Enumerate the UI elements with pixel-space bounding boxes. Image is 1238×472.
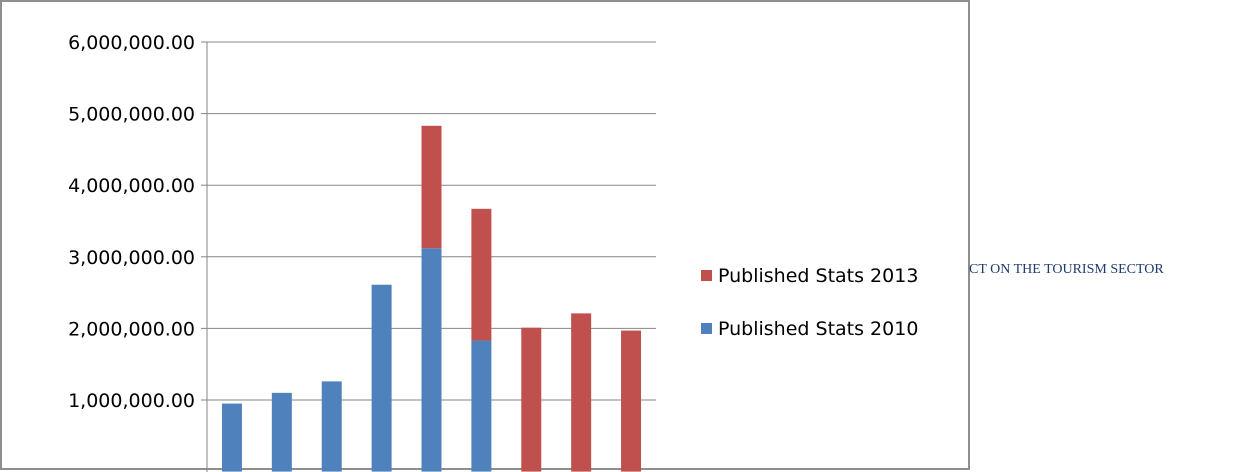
legend-swatch (701, 270, 712, 281)
y-tick-label: 6,000,000.00 (68, 32, 195, 54)
chart-frame: 1,000,000.00 2,000,000.00 3,000,000.00 4,00… (0, 0, 970, 472)
y-tick-label: 2,000,000.00 (68, 318, 195, 340)
y-tick-label: 1,000,000.00 (68, 390, 195, 412)
bar-2013-9 (621, 330, 642, 472)
bar-2013-5 (421, 125, 442, 249)
chart-svg: 1,000,000.00 2,000,000.00 3,000,000.00 4,00… (68, 32, 918, 472)
bar-2013-8 (571, 313, 592, 472)
bar-2010-3 (321, 381, 342, 472)
legend-label: Published Stats 2010 (718, 318, 918, 340)
bar-2013-6 (471, 208, 492, 341)
y-tick-label: 4,000,000.00 (68, 175, 195, 197)
bar-2010-1 (221, 403, 242, 472)
bar-2010-5 (421, 248, 442, 472)
bar-2013-7 (521, 327, 542, 472)
legend-label: Published Stats 2013 (718, 265, 918, 287)
bar-2010-6 (471, 340, 492, 472)
side-caption: CT ON THE TOURISM SECTOR (969, 262, 1164, 277)
legend-swatch (701, 323, 712, 334)
y-tick-label: 5,000,000.00 (68, 104, 195, 126)
bar-2010-2 (271, 392, 292, 472)
bar-2010-4 (371, 284, 392, 472)
y-tick-label: 3,000,000.00 (68, 247, 195, 269)
